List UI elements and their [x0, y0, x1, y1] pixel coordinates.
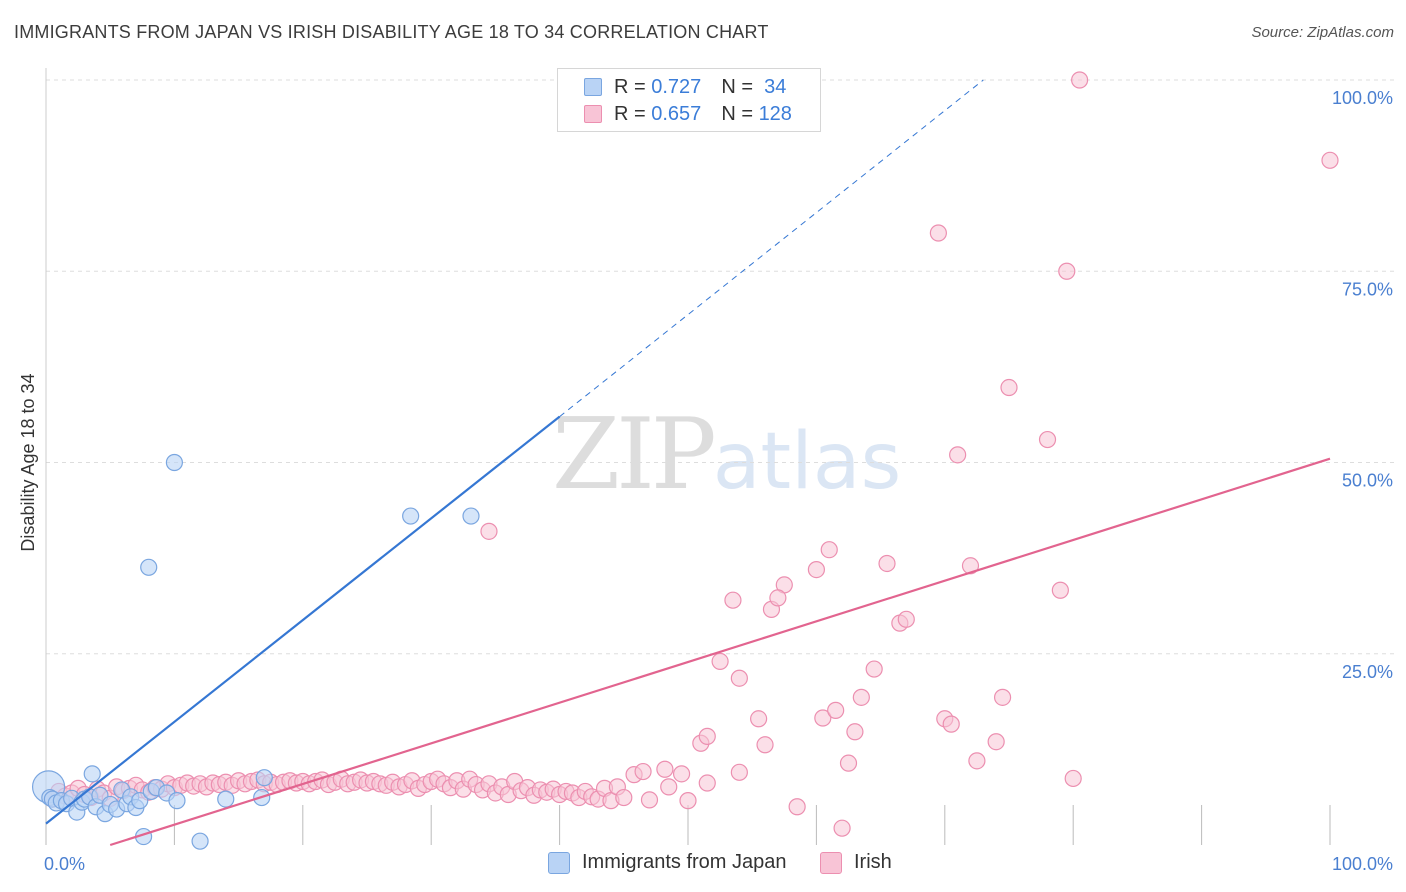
watermark: ZIPatlas	[552, 398, 901, 512]
irish-point	[679, 792, 697, 810]
irish-point	[827, 701, 845, 719]
irish-point	[820, 541, 838, 559]
irish-point	[993, 688, 1012, 706]
irish-point	[788, 798, 806, 816]
irish-point	[846, 723, 864, 741]
irish-point	[1321, 151, 1339, 169]
source-label: Source: ZipAtlas.com	[1251, 24, 1394, 41]
watermark-zip: ZIP	[552, 398, 717, 512]
legend-label-japan: Immigrants from Japan	[582, 851, 787, 873]
legend-row-irish: R = 0.657 N = 128	[584, 102, 792, 126]
legend-n-value: 34	[758, 75, 787, 98]
irish-point	[634, 762, 652, 781]
x-tick-label: 100.0%	[1332, 854, 1393, 874]
legend-n-label: N =	[721, 102, 759, 125]
irish-point	[615, 788, 633, 807]
irish-point	[961, 557, 980, 575]
chart-title: IMMIGRANTS FROM JAPAN VS IRISH DISABILIT…	[14, 22, 769, 42]
irish-point	[987, 733, 1005, 751]
irish-point	[730, 763, 748, 781]
irish-point	[698, 727, 716, 745]
irish-point	[1071, 71, 1089, 89]
legend-n-value: 128	[758, 102, 792, 125]
japan-point	[191, 832, 209, 850]
irish-point	[660, 778, 678, 796]
japan-point	[255, 769, 273, 787]
irish-point	[897, 610, 915, 628]
irish-point	[730, 669, 748, 687]
correlation-legend: R = 0.727 N = 34 R = 0.657 N = 128	[557, 68, 821, 132]
japan-trend-line	[45, 415, 561, 825]
legend-swatch-irish	[820, 851, 842, 874]
japan-point	[217, 790, 235, 808]
japan-point	[131, 792, 149, 810]
legend-r-value: 0.727	[651, 75, 702, 98]
legend-r-label: R =	[614, 75, 652, 98]
irish-point	[949, 446, 967, 464]
y-tick-label: 75.0%	[1342, 279, 1393, 299]
irish-point	[769, 589, 787, 607]
japan-point	[83, 765, 101, 783]
legend-row-japan: R = 0.727 N = 34	[584, 75, 786, 99]
legend-swatch-japan	[548, 851, 570, 874]
irish-point	[929, 224, 947, 242]
irish-point	[878, 554, 896, 573]
legend-n-label: N =	[721, 75, 759, 98]
x-tick-label: 0.0%	[44, 854, 85, 874]
y-tick-label: 50.0%	[1342, 471, 1393, 491]
irish-point	[1038, 430, 1057, 449]
irish-point	[698, 774, 716, 792]
japan-point	[402, 507, 420, 525]
irish-point	[807, 560, 826, 579]
series-legend: Immigrants from Japan Irish	[0, 851, 1406, 879]
japan-point	[140, 558, 158, 576]
irish-point	[1058, 262, 1076, 280]
irish-point	[756, 736, 774, 754]
japan-trend-extension	[559, 79, 984, 417]
y-tick-label: 100.0%	[1332, 88, 1393, 108]
irish-point	[1064, 769, 1082, 788]
irish-point	[839, 754, 858, 772]
legend-item-irish: Irish	[820, 851, 892, 874]
irish-point	[865, 660, 883, 678]
legend-r-label: R =	[614, 102, 652, 125]
legend-r-value: 0.657	[651, 102, 702, 125]
irish-point	[656, 760, 674, 778]
irish-point	[672, 765, 691, 783]
irish-point	[833, 819, 851, 837]
irish-point	[711, 652, 729, 671]
irish-point	[640, 791, 659, 809]
y-tick-label: 25.0%	[1342, 662, 1393, 682]
irish-point	[968, 752, 986, 770]
legend-swatch-irish	[584, 105, 602, 123]
irish-point	[1051, 581, 1069, 599]
irish-point	[750, 710, 768, 728]
legend-label-irish: Irish	[854, 851, 892, 873]
irish-point	[852, 688, 870, 706]
legend-swatch-japan	[584, 78, 602, 96]
irish-point	[1000, 378, 1018, 397]
japan-point	[462, 507, 480, 525]
irish-point	[724, 591, 742, 609]
irish-point	[480, 522, 498, 540]
japan-point	[168, 792, 186, 810]
legend-item-japan: Immigrants from Japan	[548, 851, 787, 874]
irish-point	[814, 709, 832, 727]
irish-point	[942, 715, 960, 733]
japan-point	[165, 453, 183, 472]
irish-trend-line	[109, 457, 1331, 847]
y-axis-label: Disability Age 18 to 34	[18, 373, 38, 551]
